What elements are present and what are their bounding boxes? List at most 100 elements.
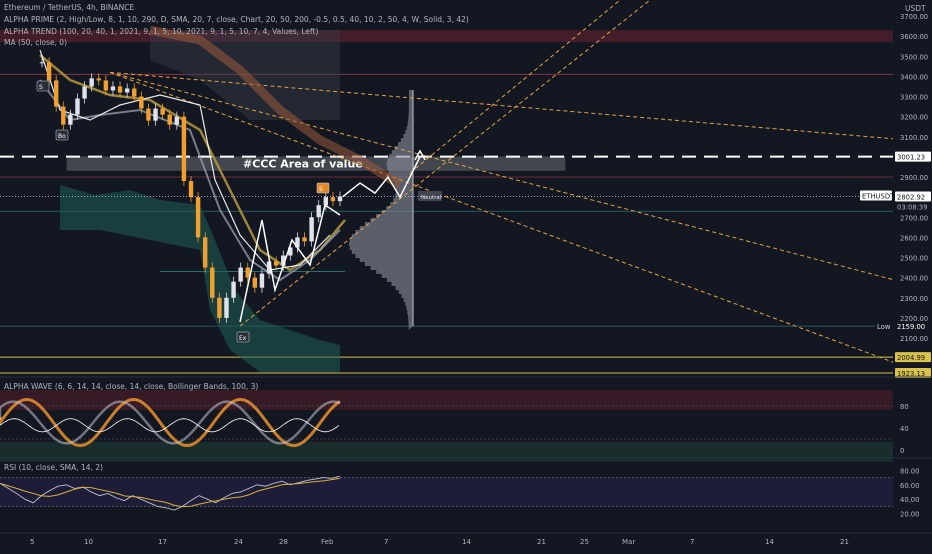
price-axis-label-bg	[895, 201, 931, 212]
time-axis-tick: 14	[765, 538, 774, 546]
wave-axis-tick: 40	[900, 425, 909, 433]
price-axis-label-bg	[895, 352, 931, 363]
candle-body	[160, 108, 165, 115]
candle-body	[89, 78, 94, 87]
area-of-value-label: #CCC Area of value	[243, 158, 363, 171]
candle-body	[46, 62, 52, 81]
price-axis-label: 03:08:39	[897, 204, 928, 212]
candle-body	[337, 196, 343, 202]
rsi-band	[0, 477, 893, 507]
candle-body	[323, 197, 329, 206]
candle-body	[139, 96, 144, 109]
candle-body	[245, 267, 250, 278]
candle-body	[174, 116, 180, 125]
time-axis-tick: 24	[234, 538, 243, 546]
candle-body	[61, 106, 66, 125]
candle-body	[330, 197, 336, 202]
candle-body	[53, 80, 59, 107]
price-axis-tick: 2400.00	[900, 275, 928, 283]
trendline-upper	[109, 71, 894, 140]
time-axis-tick: 21	[537, 538, 546, 546]
wave-oversold-zone	[0, 441, 893, 462]
signal-marker-label: Bo	[58, 133, 66, 140]
candle-body	[195, 197, 201, 238]
candle-body	[273, 261, 279, 266]
wave-fast-line	[0, 418, 340, 433]
time-axis-tick: Mar	[622, 538, 635, 546]
rsi-sma-line	[0, 477, 341, 508]
time-axis-tick: Feb	[321, 538, 334, 546]
indicator-alpha-prime[interactable]: ALPHA PRIME (2, High/Low, 8, 1, 10, 290,…	[4, 15, 469, 24]
time-axis-tick: 7	[690, 538, 694, 546]
candle-body	[188, 181, 194, 198]
candle-body	[82, 86, 87, 99]
indicator-alpha-trend[interactable]: ALPHA TREND (100, 20, 40, 1, 2021, 9, 1,…	[4, 27, 319, 36]
candle-body	[295, 237, 300, 248]
rsi-axis-tick: 60.00	[900, 482, 919, 490]
signal-marker-label: S	[39, 84, 43, 91]
time-axis-tick: 10	[84, 538, 93, 546]
candle-body	[124, 88, 130, 93]
support-trendline-2	[409, 0, 621, 174]
candle-body	[96, 78, 101, 81]
neutral-badge	[418, 191, 442, 201]
wave-overbought-zone	[0, 390, 893, 410]
signal-marker-box	[36, 80, 50, 92]
indicator-ma[interactable]: MA (50, close, 0)	[4, 38, 68, 47]
rsi-line	[0, 475, 341, 511]
projection-path	[342, 156, 421, 199]
price-axis-tick: 2200.00	[900, 315, 928, 323]
candle-body	[167, 114, 172, 125]
symbol-title: Ethereum / TetherUS, 4h, BINANCE	[4, 3, 135, 12]
candle-body	[202, 237, 208, 268]
signal-marker-box	[236, 331, 250, 343]
neutral-badge-label: Neutral	[421, 195, 442, 201]
time-axis-tick: 21	[840, 538, 849, 546]
candle-body	[259, 273, 265, 288]
trendline-middle	[109, 71, 894, 281]
price-axis-label-bg	[875, 321, 893, 332]
indicator-rsi[interactable]: RSI (10, close, SMA, 14, 2)	[4, 463, 104, 472]
candle-group	[39, 57, 343, 323]
price-axis-label: 1923.13	[897, 370, 925, 378]
price-axis-label: ETHUSDT	[862, 193, 895, 201]
candle-body	[39, 62, 45, 64]
trendline-lower	[109, 71, 894, 363]
time-axis-tick: 25	[580, 538, 589, 546]
price-axis-tick: 3400.00	[900, 73, 928, 81]
time-axis-tick: 17	[158, 538, 167, 546]
trend-cloud	[60, 185, 340, 372]
candle-body	[288, 247, 293, 256]
candle-body	[281, 255, 286, 266]
currency-label: USDT	[905, 4, 926, 13]
price-axis-tick: 3600.00	[900, 33, 928, 41]
swing-path	[239, 203, 341, 323]
price-axis-tick: 2900.00	[900, 174, 928, 182]
price-axis-label-bg	[895, 151, 931, 162]
price-axis-tick: 2700.00	[900, 214, 928, 222]
signal-marker-label: Ex	[239, 335, 247, 342]
ma-line-gray	[39, 79, 341, 282]
wave-axis-tick: 0	[900, 447, 904, 455]
price-axis-label: 3001.23	[897, 154, 925, 162]
price-axis-tick: 3700.00	[900, 13, 928, 21]
candle-body	[68, 114, 73, 125]
candle-body	[181, 116, 187, 182]
time-axis-tick: 7	[384, 538, 388, 546]
candle-body	[266, 261, 272, 274]
wave-oscillator	[0, 397, 341, 448]
price-axis-tick: 3100.00	[900, 134, 928, 142]
price-axis-label-bg	[895, 191, 931, 202]
price-axis-label-bg	[895, 368, 931, 378]
indicator-alpha-wave[interactable]: ALPHA WAVE (6, 6, 14, 14, close, 14, clo…	[4, 382, 259, 391]
signal-marker-box	[55, 129, 69, 141]
candle-body	[117, 86, 123, 93]
signal-marker-box	[316, 182, 330, 194]
projection-arrow-head	[414, 149, 426, 161]
candle-body	[238, 267, 243, 282]
price-axis-label: 2004.99	[897, 354, 925, 362]
ma-line-white	[39, 49, 331, 271]
candle-body	[309, 217, 314, 242]
